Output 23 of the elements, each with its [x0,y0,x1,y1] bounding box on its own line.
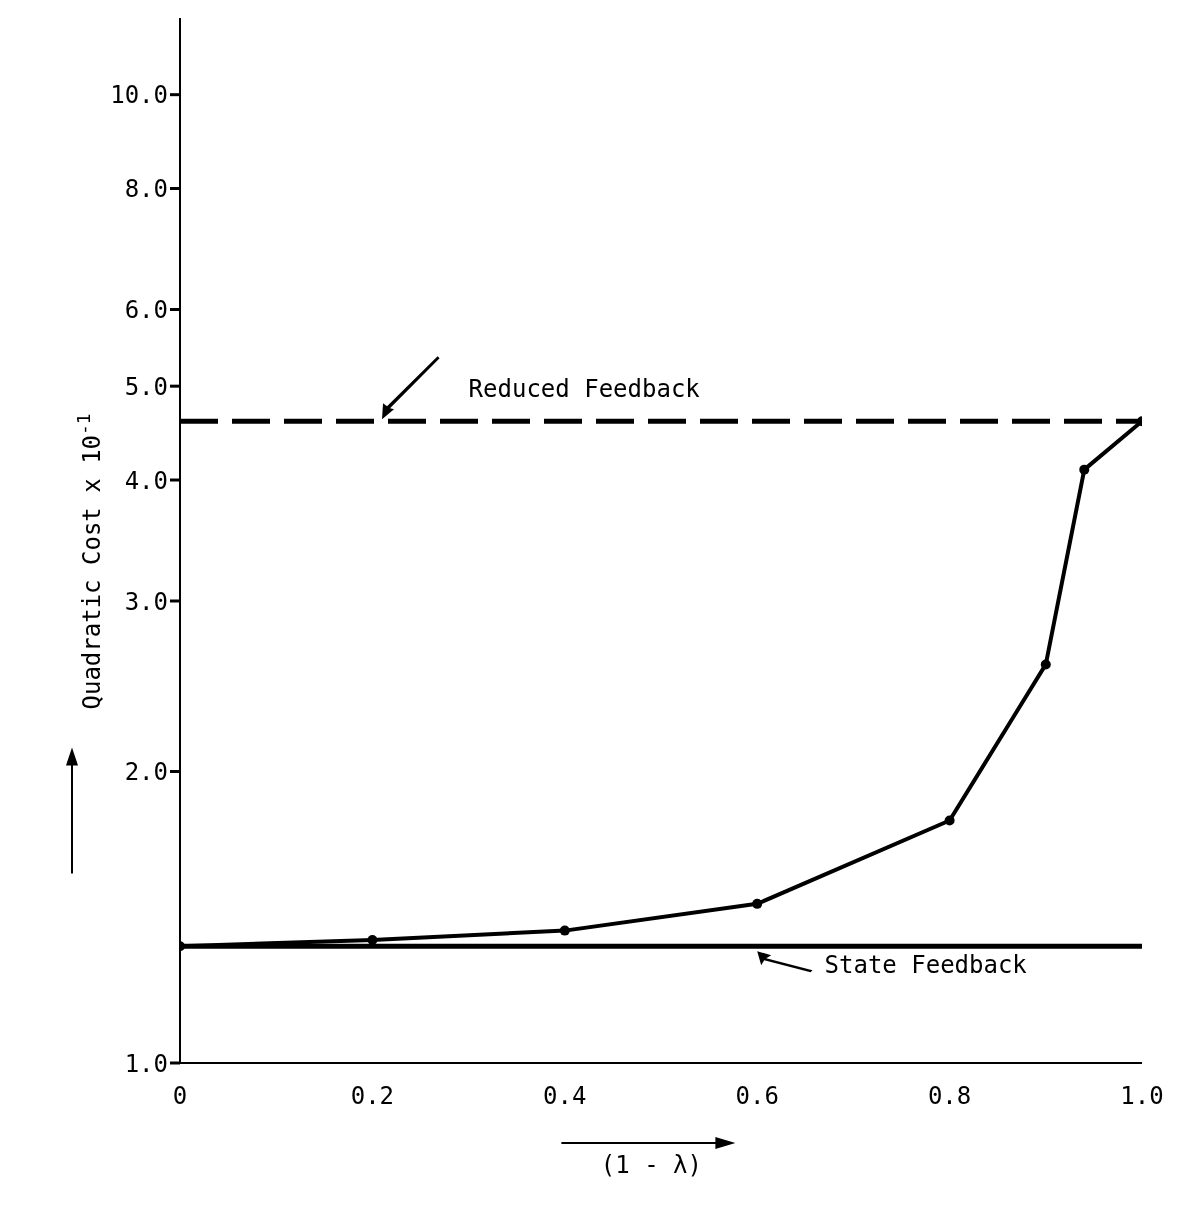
point [944,815,955,826]
y-tick-label: 8.0 [124,175,168,204]
x-tick-label: 0 [172,1082,188,1111]
ref-line-label: State Feedback [824,951,1028,980]
point [367,934,378,945]
point [1079,464,1090,475]
x-axis-title: (1 - λ) [600,1151,702,1179]
y-tick-label: 3.0 [124,587,168,616]
x-tick-label: 0.8 [927,1082,972,1111]
x-tick-label: 0.6 [735,1082,779,1111]
y-tick-label: 5.0 [124,372,168,401]
x-tick-label: 0.4 [543,1082,587,1111]
y-tick-label: 1.0 [124,1049,168,1078]
y-tick-label: 2.0 [124,758,168,787]
y-tick-label: 4.0 [124,466,168,495]
point [752,898,763,909]
ref-line-label: Reduced Feedback [468,375,701,404]
x-tick-label: 0.2 [350,1082,395,1111]
point [1040,659,1051,670]
y-tick-label: 6.0 [124,296,168,325]
y-tick-label: 10.0 [110,81,168,110]
point [559,925,570,936]
x-tick-label: 1.0 [1120,1082,1164,1111]
